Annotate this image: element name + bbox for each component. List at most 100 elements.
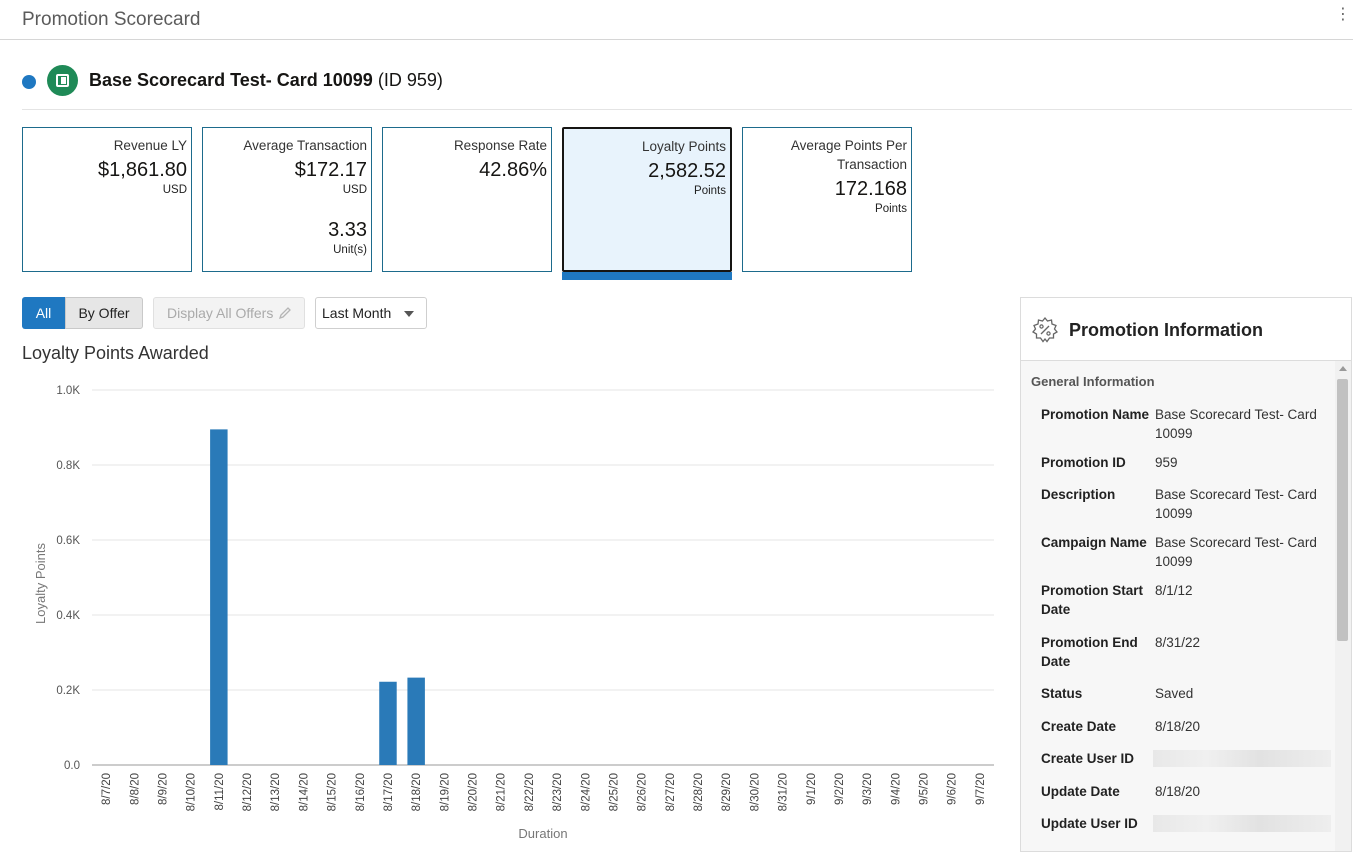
display-all-offers-label: Display All Offers bbox=[167, 305, 274, 321]
y-tick-label: 0.2K bbox=[56, 685, 80, 697]
metric-value: 2,582.52 bbox=[648, 160, 726, 182]
x-tick-label: 8/14/20 bbox=[298, 773, 310, 811]
metric-unit: Points bbox=[694, 185, 726, 197]
info-value: Saved bbox=[1155, 686, 1194, 701]
x-axis-label: Duration bbox=[518, 826, 567, 841]
scroll-up-icon[interactable] bbox=[1339, 366, 1347, 371]
info-value: 8/18/20 bbox=[1155, 784, 1201, 799]
x-tick-label: 8/30/20 bbox=[749, 773, 761, 811]
x-tick-label: 8/25/20 bbox=[608, 773, 620, 811]
info-key: Status bbox=[1041, 686, 1083, 701]
info-value: Base Scorecard Test- Card 10099 bbox=[1155, 535, 1317, 569]
y-tick-label: 0.6K bbox=[56, 535, 80, 547]
info-key: Promotion Start Date bbox=[1041, 583, 1144, 617]
metric-value: $172.17 bbox=[294, 159, 367, 181]
promotion-card-icon bbox=[47, 65, 78, 96]
x-tick-label: 9/4/20 bbox=[890, 773, 902, 805]
info-key: Campaign Name bbox=[1041, 535, 1147, 550]
section-heading: General Information bbox=[1031, 374, 1155, 389]
metric-card-loyalty-points[interactable]: Loyalty Points 2,582.52 Points bbox=[562, 127, 732, 272]
y-tick-label: 0.4K bbox=[56, 610, 80, 622]
panel-title: Promotion Information bbox=[1069, 320, 1263, 340]
y-tick-label: 1.0K bbox=[56, 385, 80, 397]
x-tick-label: 8/16/20 bbox=[355, 773, 367, 811]
all-button[interactable]: All bbox=[22, 297, 65, 329]
info-key: Promotion End Date bbox=[1041, 635, 1138, 669]
x-tick-label: 8/20/20 bbox=[468, 773, 480, 811]
x-tick-label: 8/19/20 bbox=[439, 773, 451, 811]
x-tick-label: 9/5/20 bbox=[919, 773, 931, 805]
promotion-id-label: (ID 959) bbox=[377, 70, 443, 90]
panel-body: General Information Promotion Name Base … bbox=[1021, 361, 1335, 851]
x-tick-label: 9/6/20 bbox=[947, 773, 959, 805]
info-value: 8/1/12 bbox=[1155, 583, 1193, 598]
bar bbox=[210, 429, 228, 765]
chart-title: Loyalty Points Awarded bbox=[22, 343, 209, 363]
gear-percent-icon bbox=[1032, 316, 1058, 343]
pencil-icon bbox=[278, 307, 291, 320]
x-tick-label: 8/24/20 bbox=[580, 773, 592, 811]
header-divider bbox=[22, 109, 1352, 110]
metric-card-response-rate[interactable]: Response Rate 42.86% bbox=[382, 127, 552, 272]
more-options-icon[interactable]: ⋮ bbox=[1335, 6, 1351, 23]
loyalty-points-chart: 0.0 0.2K 0.4K 0.6K 0.8K 1.0K 8/7/20 8/8/20 8/9/2… bbox=[33, 385, 994, 841]
info-value: Base Scorecard Test- Card 10099 bbox=[1155, 407, 1317, 441]
info-key: Create Date bbox=[1041, 719, 1117, 734]
x-tick-label: 8/18/20 bbox=[411, 773, 423, 811]
panel-scrollbar[interactable] bbox=[1335, 361, 1351, 851]
info-value: Base Scorecard Test- Card 10099 bbox=[1155, 487, 1317, 521]
scrollbar-thumb[interactable] bbox=[1337, 379, 1348, 641]
x-tick-label: 8/8/20 bbox=[129, 773, 141, 805]
x-tick-label: 9/2/20 bbox=[834, 773, 846, 805]
metric-value: $1,861.80 bbox=[98, 159, 187, 181]
info-key: Promotion Name bbox=[1041, 407, 1150, 422]
chevron-down-icon bbox=[404, 311, 414, 317]
x-tick-label: 8/15/20 bbox=[327, 773, 339, 811]
x-tick-label: 8/17/20 bbox=[383, 773, 395, 811]
info-key: Description bbox=[1041, 487, 1116, 502]
x-tick-label: 8/23/20 bbox=[552, 773, 564, 811]
info-value: 8/31/22 bbox=[1155, 635, 1201, 650]
info-key: Create User ID bbox=[1041, 751, 1135, 766]
metric-unit: Points bbox=[875, 203, 907, 215]
bar bbox=[407, 677, 425, 765]
metric-unit: USD bbox=[342, 184, 367, 196]
x-tick-label: 8/13/20 bbox=[270, 773, 282, 811]
bar bbox=[379, 681, 397, 765]
panel-divider bbox=[1021, 360, 1351, 361]
x-tick-label: 8/9/20 bbox=[157, 773, 169, 805]
metric-card-average-points-per-transaction[interactable]: Average Points Per Transaction 172.168 P… bbox=[742, 127, 912, 272]
metric-unit-units: Unit(s) bbox=[333, 244, 367, 256]
x-tick-label: 8/22/20 bbox=[524, 773, 536, 811]
period-select[interactable]: Last Month bbox=[315, 297, 427, 329]
metric-label: Response Rate bbox=[453, 138, 547, 153]
x-tick-label: 8/11/20 bbox=[214, 773, 226, 811]
metric-label: Average Transaction bbox=[243, 138, 367, 153]
metric-value: 172.168 bbox=[834, 178, 907, 200]
info-value: 8/18/20 bbox=[1155, 719, 1201, 734]
period-select-value: Last Month bbox=[322, 305, 392, 321]
info-value: 959 bbox=[1155, 455, 1178, 470]
y-axis-label: Loyalty Points bbox=[33, 543, 48, 624]
metric-card-revenue-ly[interactable]: Revenue LY $1,861.80 USD bbox=[22, 127, 192, 272]
selected-card-indicator bbox=[562, 272, 732, 280]
metric-card-average-transaction[interactable]: Average Transaction $172.17 USD 3.33 Uni… bbox=[202, 127, 372, 272]
x-tick-label: 8/26/20 bbox=[637, 773, 649, 811]
x-tick-label: 8/29/20 bbox=[721, 773, 733, 811]
info-key: Update Date bbox=[1041, 784, 1120, 799]
title-bar: Promotion Scorecard ⋮ bbox=[0, 0, 1353, 40]
x-tick-label: 8/27/20 bbox=[665, 773, 677, 811]
status-dot-icon bbox=[22, 75, 36, 89]
metric-unit: USD bbox=[162, 184, 187, 196]
by-offer-button[interactable]: By Offer bbox=[65, 297, 143, 329]
x-tick-label: 9/7/20 bbox=[975, 773, 987, 805]
display-all-offers-button[interactable]: Display All Offers bbox=[153, 297, 305, 329]
x-tick-label: 8/21/20 bbox=[496, 773, 508, 811]
x-tick-label: 8/12/20 bbox=[242, 773, 254, 811]
promotion-header: Base Scorecard Test- Card 10099 (ID 959) bbox=[22, 62, 1352, 100]
promotion-name: Base Scorecard Test- Card 10099 bbox=[89, 70, 373, 90]
x-tick-label: 8/31/20 bbox=[778, 773, 790, 811]
metric-value: 42.86% bbox=[479, 159, 547, 181]
info-key: Promotion ID bbox=[1041, 455, 1126, 470]
redacted-value bbox=[1153, 815, 1331, 832]
